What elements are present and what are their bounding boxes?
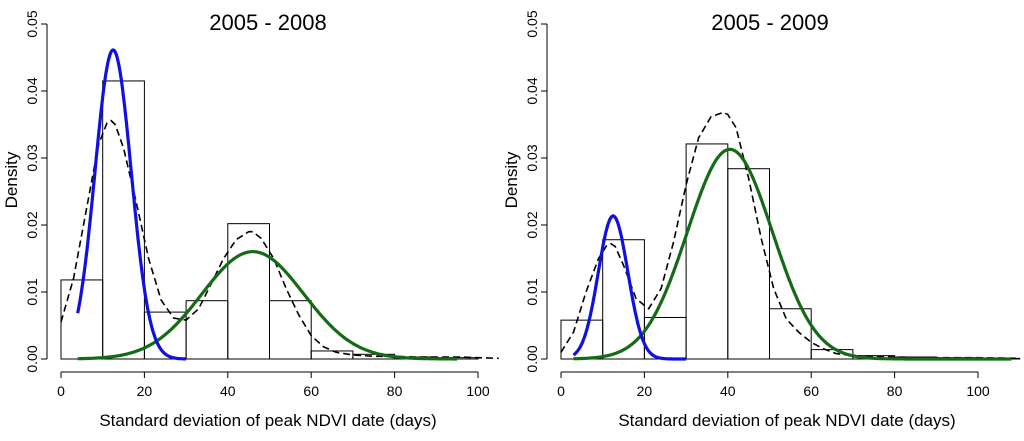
axes: 0 20 40 60 80 100 0.00 0.01 0.02 0.03 0.04 0.05 [24, 10, 490, 399]
component-2-line [573, 147, 1012, 361]
y-tick-label: 0.01 [524, 278, 540, 305]
y-tick-label: 0.05 [524, 10, 540, 37]
y-tick-label: 0.02 [24, 211, 40, 238]
y-tick-label: 0.00 [524, 345, 540, 372]
histogram-bar [185, 300, 229, 360]
x-tick-label: 100 [966, 383, 990, 399]
y-tick-label: 0.03 [524, 144, 540, 171]
x-tick-label: 20 [637, 383, 653, 399]
x-tick-label: 100 [466, 383, 490, 399]
histogram-bar [602, 239, 645, 360]
panel-2005-2009: 2005 - 2009 Density Standard deviation o… [502, 10, 1021, 430]
x-tick-label: 0 [57, 383, 65, 399]
histogram-bar [769, 308, 812, 360]
x-tick-label: 40 [720, 383, 736, 399]
y-tick-label: 0.02 [524, 211, 540, 238]
chart-title: 2005 - 2009 [711, 10, 828, 35]
histogram-bins [60, 80, 479, 360]
histogram-bar [269, 300, 312, 360]
axes: 0 20 40 60 80 100 0.00 0.01 0.02 0.03 0.04 0.05 [524, 10, 990, 399]
y-tick-label: 0.04 [524, 77, 540, 104]
kernel-density-line [560, 111, 1020, 360]
component-1-line [76, 48, 187, 361]
component-1-line [572, 214, 687, 361]
x-axis-label: Standard deviation of peak NDVI date (da… [618, 411, 955, 430]
x-tick-label: 80 [887, 383, 903, 399]
x-tick-label: 60 [803, 383, 819, 399]
y-axis-label: Density [2, 151, 21, 208]
y-tick-label: 0.01 [24, 278, 40, 305]
x-tick-label: 20 [137, 383, 153, 399]
histogram-bar [310, 350, 354, 360]
histogram-bar [227, 223, 271, 360]
x-tick-label: 40 [220, 383, 236, 399]
histogram-bins [560, 143, 1021, 360]
y-tick-label: 0.03 [24, 144, 40, 171]
kernel-density-line [60, 119, 499, 360]
chart-title: 2005 - 2008 [209, 10, 326, 35]
x-axis-label: Standard deviation of peak NDVI date (da… [99, 411, 436, 430]
y-axis-label: Density [502, 151, 521, 208]
x-tick-label: 0 [557, 383, 565, 399]
y-tick-label: 0.00 [24, 345, 40, 372]
histogram-bar [102, 80, 145, 360]
histogram-bar [727, 168, 770, 360]
x-tick-label: 80 [387, 383, 403, 399]
y-tick-label: 0.04 [24, 77, 40, 104]
component-2-line [77, 250, 458, 361]
y-tick-label: 0.05 [24, 10, 40, 37]
x-tick-label: 60 [303, 383, 319, 399]
density-curves [560, 111, 1020, 361]
panel-2005-2008: 2005 - 2008 Density Standard deviation o… [2, 10, 499, 430]
density-curves [60, 48, 499, 361]
